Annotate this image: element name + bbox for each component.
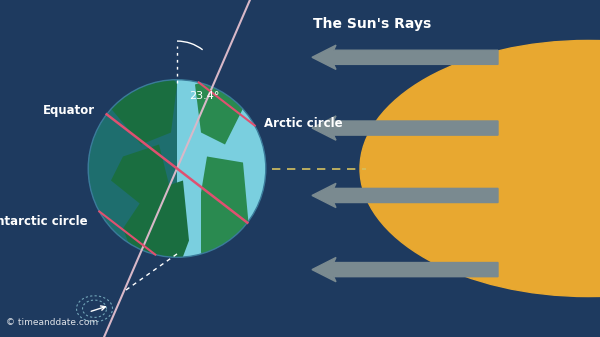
Text: Antarctic circle: Antarctic circle xyxy=(0,215,87,228)
Polygon shape xyxy=(195,72,243,145)
Circle shape xyxy=(360,40,600,297)
Ellipse shape xyxy=(88,80,266,257)
Text: © timeanddate.com: © timeanddate.com xyxy=(6,318,98,327)
Text: The Sun's Rays: The Sun's Rays xyxy=(313,17,431,31)
Polygon shape xyxy=(183,25,219,72)
Polygon shape xyxy=(111,49,177,145)
Polygon shape xyxy=(165,12,219,55)
Text: Arctic circle: Arctic circle xyxy=(264,117,343,130)
Polygon shape xyxy=(123,181,189,288)
Polygon shape xyxy=(201,156,249,276)
FancyArrow shape xyxy=(312,45,498,69)
Text: 23.4°: 23.4° xyxy=(189,91,220,101)
Text: Equator: Equator xyxy=(43,104,95,117)
FancyArrow shape xyxy=(312,183,498,208)
Polygon shape xyxy=(88,80,177,257)
FancyArrow shape xyxy=(312,116,498,140)
Polygon shape xyxy=(111,145,171,205)
FancyArrow shape xyxy=(312,257,498,282)
